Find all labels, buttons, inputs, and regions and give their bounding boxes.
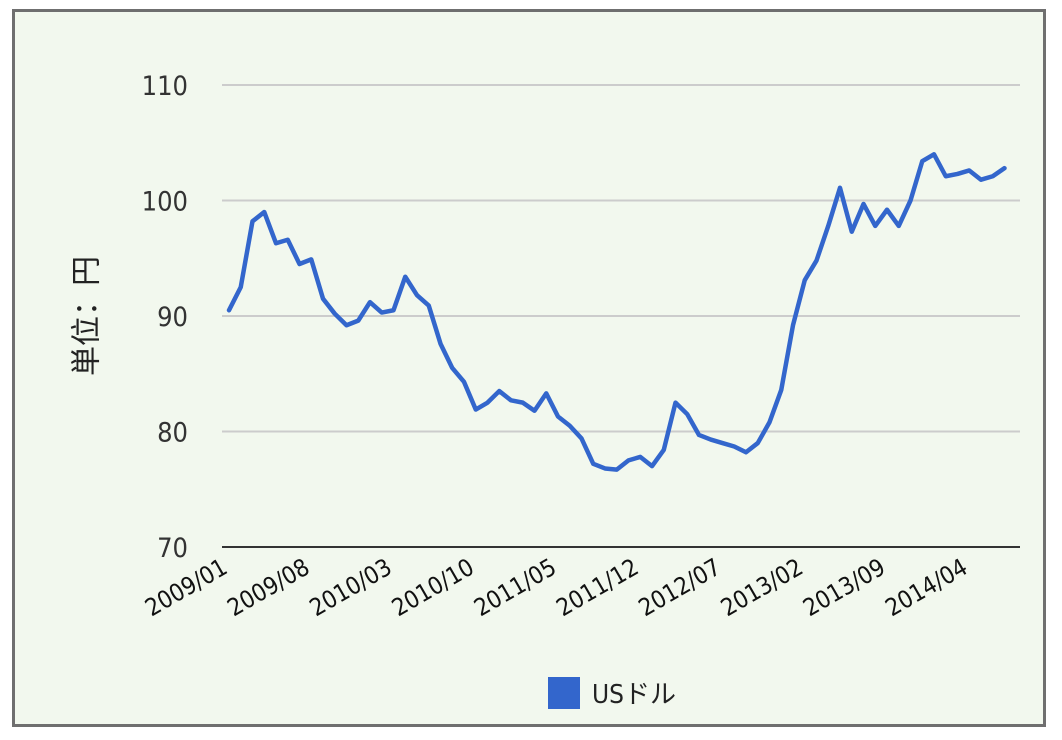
x-tick-label: 2013/02 [716,553,808,622]
y-axis-label: 単位：円 [70,256,105,376]
legend-swatch [548,677,580,709]
x-tick-label: 2012/07 [634,553,726,622]
x-axis-ticks: 2009/012009/082010/032010/102011/052011/… [140,553,972,622]
x-tick-label: 2013/09 [798,553,890,622]
legend-label: USドル [592,680,676,710]
chart-frame [12,9,1046,727]
x-tick-label: 2010/10 [387,553,479,622]
x-tick-label: 2014/04 [881,553,973,622]
legend: USドル [548,677,676,710]
x-tick-label: 2010/03 [305,553,397,622]
gridlines [222,84,1020,548]
y-tick-label: 90 [157,302,188,333]
y-tick-label: 100 [142,187,188,218]
series-line-usd [226,152,1007,472]
y-tick-label: 80 [157,418,188,449]
x-tick-label: 2011/05 [469,553,561,622]
y-tick-label: 110 [142,71,188,102]
series-layer [226,152,1007,472]
x-tick-label: 2009/08 [223,553,315,622]
y-tick-label: 70 [157,533,188,564]
y-axis-ticks: 70 80 90 100 110 [142,71,188,564]
x-tick-label: 2011/12 [552,553,644,622]
